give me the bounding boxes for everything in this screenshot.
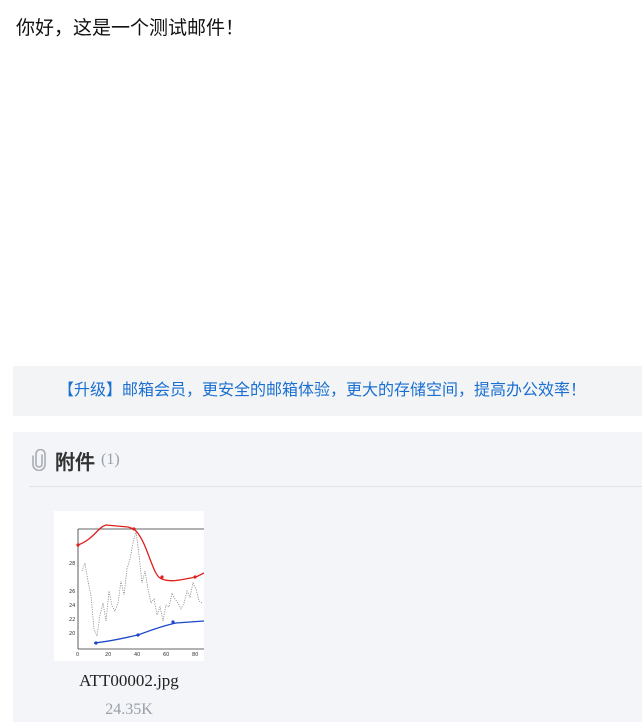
email-body-text: 你好，这是一个测试邮件！ [16, 17, 245, 39]
thumbnail-red-series [77, 524, 204, 582]
attachment-thumbnail[interactable]: 20 22 24 26 28 0 20 40 60 80 [54, 511, 204, 661]
promo-banner: 【升级】邮箱会员，更安全的邮箱体验，更大的存储空间，提高办公效率！ [13, 366, 642, 416]
thumbnail-blue-point [136, 633, 140, 637]
attachment-filename[interactable]: ATT00002.jpg [79, 671, 179, 690]
thumbnail-y-tick: 20 [69, 631, 75, 637]
thumbnail-x-tick: 40 [134, 652, 140, 658]
thumbnail-blue-point [171, 620, 175, 624]
thumbnail-x-tick: 20 [105, 652, 111, 658]
thumbnail-red-point [193, 575, 197, 579]
attachment-filesize: 24.35K [105, 701, 153, 718]
attachment-item[interactable]: 20 22 24 26 28 0 20 40 60 80 ATT00002.jpg 24.35K [54, 511, 204, 721]
thumbnail-y-tick: 28 [69, 561, 75, 567]
thumbnail-red-point [76, 543, 80, 547]
attachments-panel: 附件 (1) 20 22 24 26 28 0 20 40 60 80 [13, 432, 642, 722]
thumbnail-y-tick: 24 [69, 603, 75, 609]
attachments-header: 附件 (1) [31, 445, 120, 475]
attachments-count: (1) [101, 451, 120, 468]
thumbnail-y-tick: 26 [69, 589, 75, 595]
paperclip-icon [32, 449, 46, 471]
thumbnail-gray-series [81, 530, 203, 638]
attachments-title: 附件 [55, 449, 95, 474]
thumbnail-x-tick: 80 [192, 652, 198, 658]
thumbnail-x-tick: 60 [163, 652, 169, 658]
thumbnail-x-tick: 0 [76, 652, 79, 658]
thumbnail-red-point [132, 527, 136, 531]
thumbnail-blue-point [94, 641, 98, 645]
thumbnail-red-point [160, 575, 164, 579]
promo-upgrade-link[interactable]: 【升级】邮箱会员，更安全的邮箱体验，更大的存储空间，提高办公效率！ [58, 380, 587, 399]
thumbnail-y-tick: 22 [69, 617, 75, 623]
divider [29, 486, 642, 487]
